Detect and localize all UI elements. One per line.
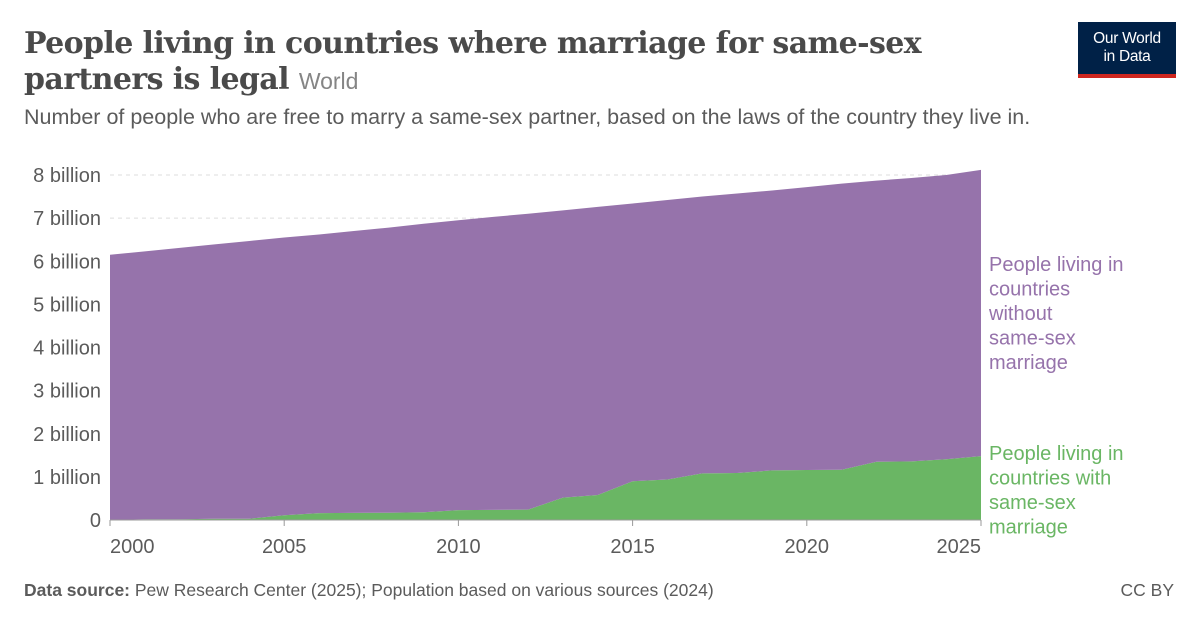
data-source: Data source: Pew Research Center (2025);… [24,580,714,601]
y-tick-label-5: 5 billion [33,294,101,316]
y-tick-label-2: 2 billion [33,424,101,446]
y-tick-label-4: 4 billion [33,338,101,360]
series-label-0-line-3: marriage [989,517,1068,539]
series-label-1: People living in countries without same-sex… [988,254,1124,374]
x-tick-label-4: 2020 [785,536,830,558]
x-tick-label-0: 2000 [110,536,155,558]
x-tick-label-1: 2005 [262,536,307,558]
y-tick-label-6: 6 billion [33,251,101,273]
series-label-0-line-0: People living in [989,443,1124,465]
series-label-1-line-0: People living in [989,254,1124,276]
y-tick-label-0: 0 [90,510,101,532]
x-tick-label-5: 2025 [937,536,982,558]
entity-label: World [298,68,359,94]
x-tick-label-3: 2015 [610,536,655,558]
data-source-text: Pew Research Center (2025); Population b… [130,580,714,600]
series-area-1 [110,169,981,520]
series-label-1-line-3: same-sex [989,328,1076,350]
logo-line-2: in Data [1103,48,1151,65]
series-label-0-line-1: countries with [989,468,1111,490]
y-tick-label-3: 3 billion [33,381,101,403]
series-label-1-line-1: countries [989,279,1070,301]
x-tick-label-2: 2010 [436,536,481,558]
series-label-0: People living in countries with same-sex ma… [989,443,1124,539]
title-text: People living in countries where marriag… [24,26,922,97]
series-area-0 [110,456,981,520]
license-link[interactable]: CC BY [1120,580,1174,600]
y-tick-label-8: 8 billion [33,165,101,187]
series-label-1-line-2: without [988,303,1053,325]
chart-title: People living in countries where marriag… [24,26,1024,99]
logo-line-1: Our World [1093,30,1161,47]
owid-logo[interactable]: Our World in Data [1078,22,1176,78]
y-tick-label-1: 1 billion [33,467,101,489]
series-label-0-line-2: same-sex [989,492,1076,514]
series-label-1-line-4: marriage [989,352,1068,374]
y-tick-label-7: 7 billion [33,208,101,230]
data-source-label: Data source: [24,580,131,600]
chart-subtitle: Number of people who are free to marry a… [24,105,1031,129]
